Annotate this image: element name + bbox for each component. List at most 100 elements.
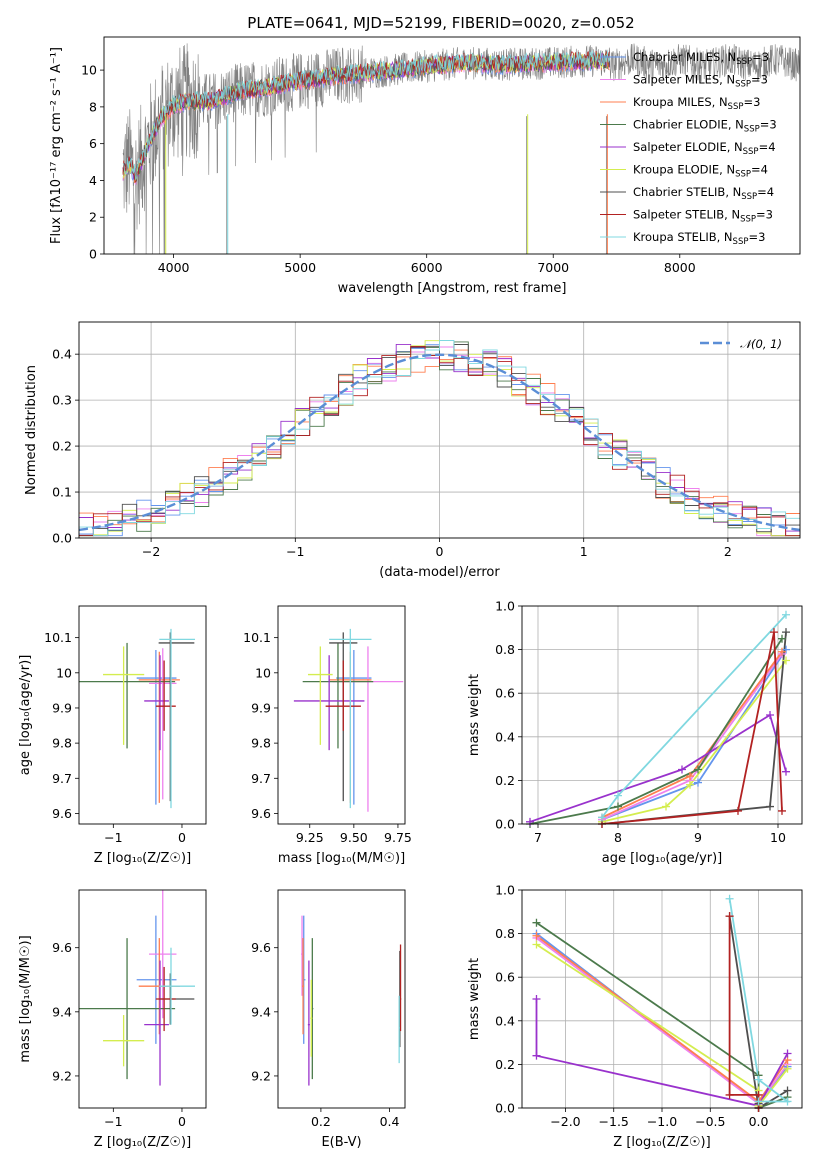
legend-label: Salpeter MILES, NSSP=3 bbox=[633, 73, 768, 90]
y-tick-label: 0.2 bbox=[495, 773, 515, 788]
y-tick-label: 9.6 bbox=[52, 940, 72, 955]
weight-marker bbox=[783, 1097, 792, 1106]
weight-marker bbox=[782, 767, 790, 776]
weight-marker bbox=[725, 894, 734, 903]
weight-marker bbox=[782, 628, 790, 637]
weight-marker bbox=[754, 1097, 763, 1106]
weight-marker bbox=[725, 1090, 734, 1099]
chart-age_vs_mass: 9.25 9.50 9.75 9.6 9.7 9.8 9.9 10 10.1 mass [log₁… bbox=[243, 605, 412, 866]
weight-marker bbox=[686, 780, 694, 789]
plot-area bbox=[300, 915, 402, 1086]
x-axis-label: Z [log₁₀(Z/Z☉)] bbox=[94, 1135, 191, 1150]
x-tick-label: 8 bbox=[614, 830, 622, 845]
weight-marker bbox=[532, 995, 541, 1003]
weight-marker bbox=[532, 918, 541, 927]
weight-marker bbox=[532, 1051, 541, 1060]
weight-marker bbox=[783, 1049, 792, 1058]
chart-mass_vs_Z: −1 0 9.2 9.4 9.6 Z [log₁₀(Z/Z☉)] mass [log₁₀(M… bbox=[18, 889, 207, 1150]
weight-marker bbox=[766, 802, 774, 811]
x-tick-label: 0.0 bbox=[749, 1114, 769, 1129]
gaussian-curve bbox=[79, 353, 800, 532]
axes-frame bbox=[521, 605, 803, 825]
y-tick-label: 9.9 bbox=[52, 700, 72, 715]
axes-frame bbox=[78, 321, 801, 539]
weight-marker bbox=[778, 634, 786, 643]
weight-marker bbox=[686, 772, 694, 781]
weight-marker bbox=[734, 806, 742, 815]
weight-marker bbox=[614, 802, 622, 811]
y-tick-label: 1.0 bbox=[495, 599, 515, 614]
y-tick-label: 8 bbox=[89, 99, 97, 114]
x-axis-label: mass [log₁₀(M/M☉)] bbox=[278, 851, 405, 866]
y-tick-label: 0.0 bbox=[495, 1101, 515, 1116]
x-tick-label: 10 bbox=[770, 830, 786, 845]
chart-spectrum: 4000 5000 6000 7000 8000 0 2 4 6 8 10 wavelength [A… bbox=[49, 36, 801, 296]
x-tick-label: −2.0 bbox=[550, 1114, 580, 1129]
y-tick-label: 9.8 bbox=[251, 736, 271, 751]
y-tick-label: 0.1 bbox=[52, 485, 72, 500]
legend-label: Kroupa MILES, NSSP=3 bbox=[633, 95, 760, 112]
weight-line bbox=[535, 999, 789, 1107]
y-tick-label: 9.2 bbox=[52, 1068, 72, 1083]
y-tick-label: 9.6 bbox=[251, 806, 271, 821]
y-tick-label: 0.2 bbox=[495, 1057, 515, 1072]
weight-marker bbox=[778, 647, 786, 656]
x-tick-label: 5000 bbox=[284, 260, 316, 275]
y-tick-label: 6 bbox=[89, 136, 97, 151]
x-tick-label: −1.0 bbox=[647, 1114, 677, 1129]
weight-marker bbox=[770, 628, 778, 637]
x-axis-label: (data-model)/error bbox=[379, 565, 500, 580]
x-tick-label: 0.2 bbox=[311, 1114, 331, 1129]
y-tick-label: 0.4 bbox=[52, 347, 72, 362]
y-axis-label: mass weight bbox=[467, 674, 482, 756]
x-tick-label: 7000 bbox=[537, 260, 569, 275]
x-axis-label: Z [log₁₀(Z/Z☉)] bbox=[94, 851, 191, 866]
y-tick-label: 2 bbox=[89, 210, 97, 225]
y-tick-label: 0.0 bbox=[495, 817, 515, 832]
weight-marker bbox=[678, 765, 686, 774]
y-tick-label: 0.4 bbox=[495, 1013, 515, 1028]
weight-marker bbox=[783, 1064, 792, 1073]
legend-label: Chabrier MILES, NSSP=3 bbox=[633, 50, 769, 67]
plot-area bbox=[79, 628, 196, 809]
x-tick-label: −1.5 bbox=[599, 1114, 629, 1129]
y-tick-label: 9.2 bbox=[251, 1068, 271, 1083]
y-tick-label: 0.0 bbox=[52, 531, 72, 546]
y-tick-label: 0.8 bbox=[495, 926, 515, 941]
x-tick-label: 9.50 bbox=[340, 830, 368, 845]
x-tick-label: 0 bbox=[178, 830, 186, 845]
y-tick-label: 9.6 bbox=[52, 806, 72, 821]
weight-line bbox=[601, 651, 783, 819]
x-tick-label: 0.4 bbox=[380, 1114, 400, 1129]
axes-frame bbox=[277, 605, 406, 825]
weight-line bbox=[601, 632, 787, 824]
y-tick-label: 1.0 bbox=[495, 883, 515, 898]
y-tick-label: 10 bbox=[56, 665, 72, 680]
y-axis-label: mass [log₁₀(M/M☉)] bbox=[18, 935, 33, 1062]
x-tick-label: 2 bbox=[724, 544, 732, 559]
y-axis-label: Flux [fλ10⁻¹⁷ erg cm⁻² s⁻¹ A⁻¹] bbox=[49, 47, 64, 244]
weight-line bbox=[601, 632, 783, 824]
y-tick-label: 4 bbox=[89, 173, 97, 188]
axes-frame bbox=[103, 36, 801, 255]
y-tick-label: 0.6 bbox=[495, 686, 515, 701]
y-tick-label: 0.8 bbox=[495, 642, 515, 657]
y-tick-label: 10.1 bbox=[44, 630, 72, 645]
axes-frame bbox=[277, 889, 406, 1109]
y-axis-label: Normed distribution bbox=[24, 365, 39, 495]
legend-label: Salpeter ELODIE, NSSP=4 bbox=[633, 140, 776, 157]
y-tick-label: 9.4 bbox=[52, 1004, 72, 1019]
y-tick-label: 9.7 bbox=[52, 771, 72, 786]
weight-marker bbox=[725, 912, 734, 921]
legend-label: Salpeter STELIB, NSSP=3 bbox=[633, 208, 773, 225]
x-tick-label: 4000 bbox=[158, 260, 190, 275]
y-axis-label: age [log₁₀(age/yr)] bbox=[18, 655, 33, 776]
weight-marker bbox=[754, 1075, 763, 1084]
y-tick-label: 10.1 bbox=[243, 630, 271, 645]
weight-marker bbox=[598, 813, 606, 822]
x-tick-label: 9 bbox=[694, 830, 702, 845]
legend: Chabrier MILES, NSSP=3 Salpeter MILES, NS… bbox=[600, 50, 777, 247]
x-tick-label: 0 bbox=[178, 1114, 186, 1129]
y-tick-label: 0.2 bbox=[52, 439, 72, 454]
x-tick-label: −0.5 bbox=[695, 1114, 725, 1129]
